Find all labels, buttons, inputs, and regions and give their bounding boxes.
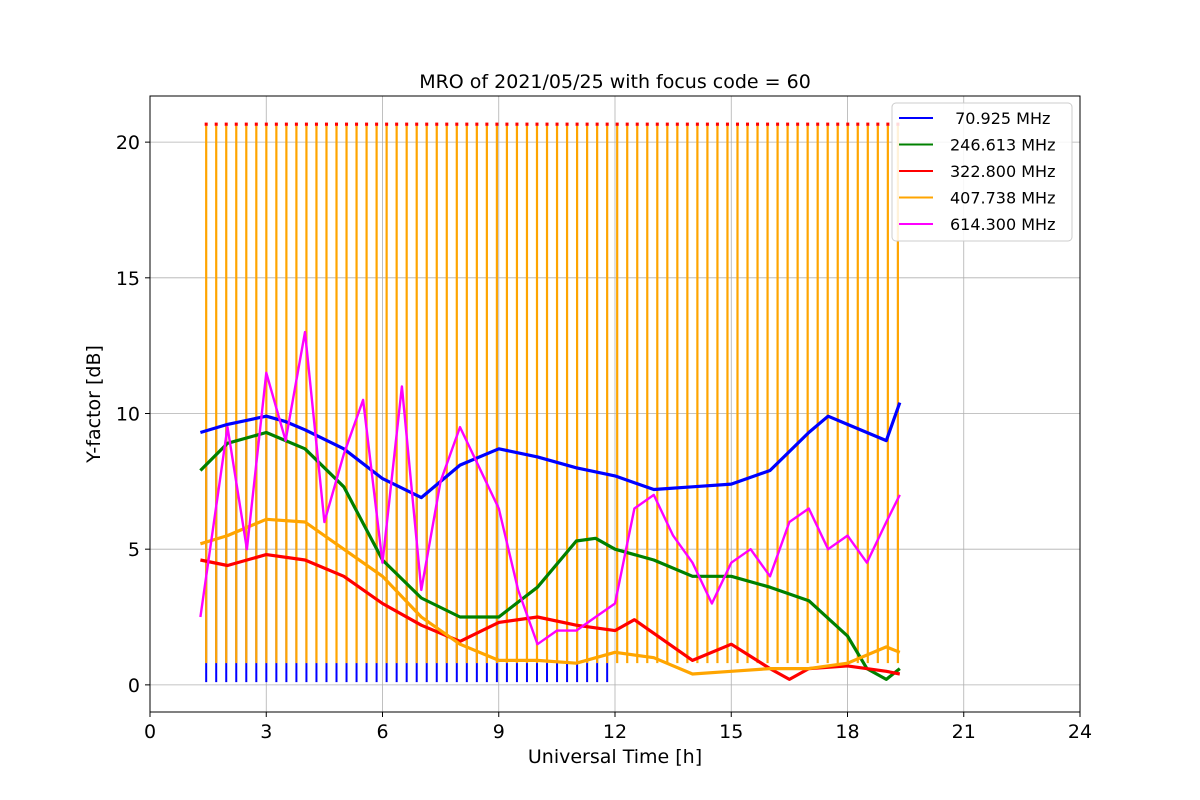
y-axis-label: Y-factor [dB]	[83, 345, 105, 464]
series-line-246-613-mhz	[199, 430, 901, 682]
x-tick-label: 0	[144, 721, 156, 743]
chart-title: MRO of 2021/05/25 with focus code = 60	[419, 71, 811, 93]
y-tick-label: 0	[128, 675, 140, 697]
legend-label: 614.300 MHz	[950, 215, 1055, 234]
x-tick-label: 24	[1068, 721, 1092, 743]
y-tick-label: 15	[116, 268, 140, 290]
legend-frame	[891, 102, 1073, 242]
series-layer	[199, 122, 902, 683]
x-tick-label: 18	[835, 721, 859, 743]
series-line-322-800-mhz	[200, 552, 901, 682]
series-line-407-738-mhz	[199, 517, 901, 676]
legend-label: 70.925 MHz	[950, 109, 1050, 128]
legend-label: 322.800 MHz	[950, 162, 1055, 181]
y-tick-label: 5	[128, 539, 140, 561]
series-line-70-925-mhz	[199, 402, 902, 500]
legend-label: 246.613 MHz	[950, 136, 1055, 155]
x-tick-label: 6	[376, 721, 388, 743]
x-tick-label: 3	[260, 721, 272, 743]
y-tick-label: 20	[116, 132, 140, 154]
series-line-614-300-mhz	[199, 330, 901, 646]
x-axis-label: Universal Time [h]	[528, 746, 702, 768]
x-tick-label: 9	[493, 721, 505, 743]
legend: 70.925 MHz 246.613 MHz 322.800 MHz 407.738 …	[891, 102, 1073, 242]
y-tick-label: 10	[116, 403, 140, 425]
x-tick-label: 12	[603, 721, 627, 743]
x-tick-label: 15	[719, 721, 743, 743]
axis-ticks: 0 3 6 9 12 15 18 21 24 0 5 10 15 20	[116, 132, 1092, 743]
legend-label: 407.738 MHz	[950, 189, 1055, 208]
x-tick-label: 21	[952, 721, 976, 743]
